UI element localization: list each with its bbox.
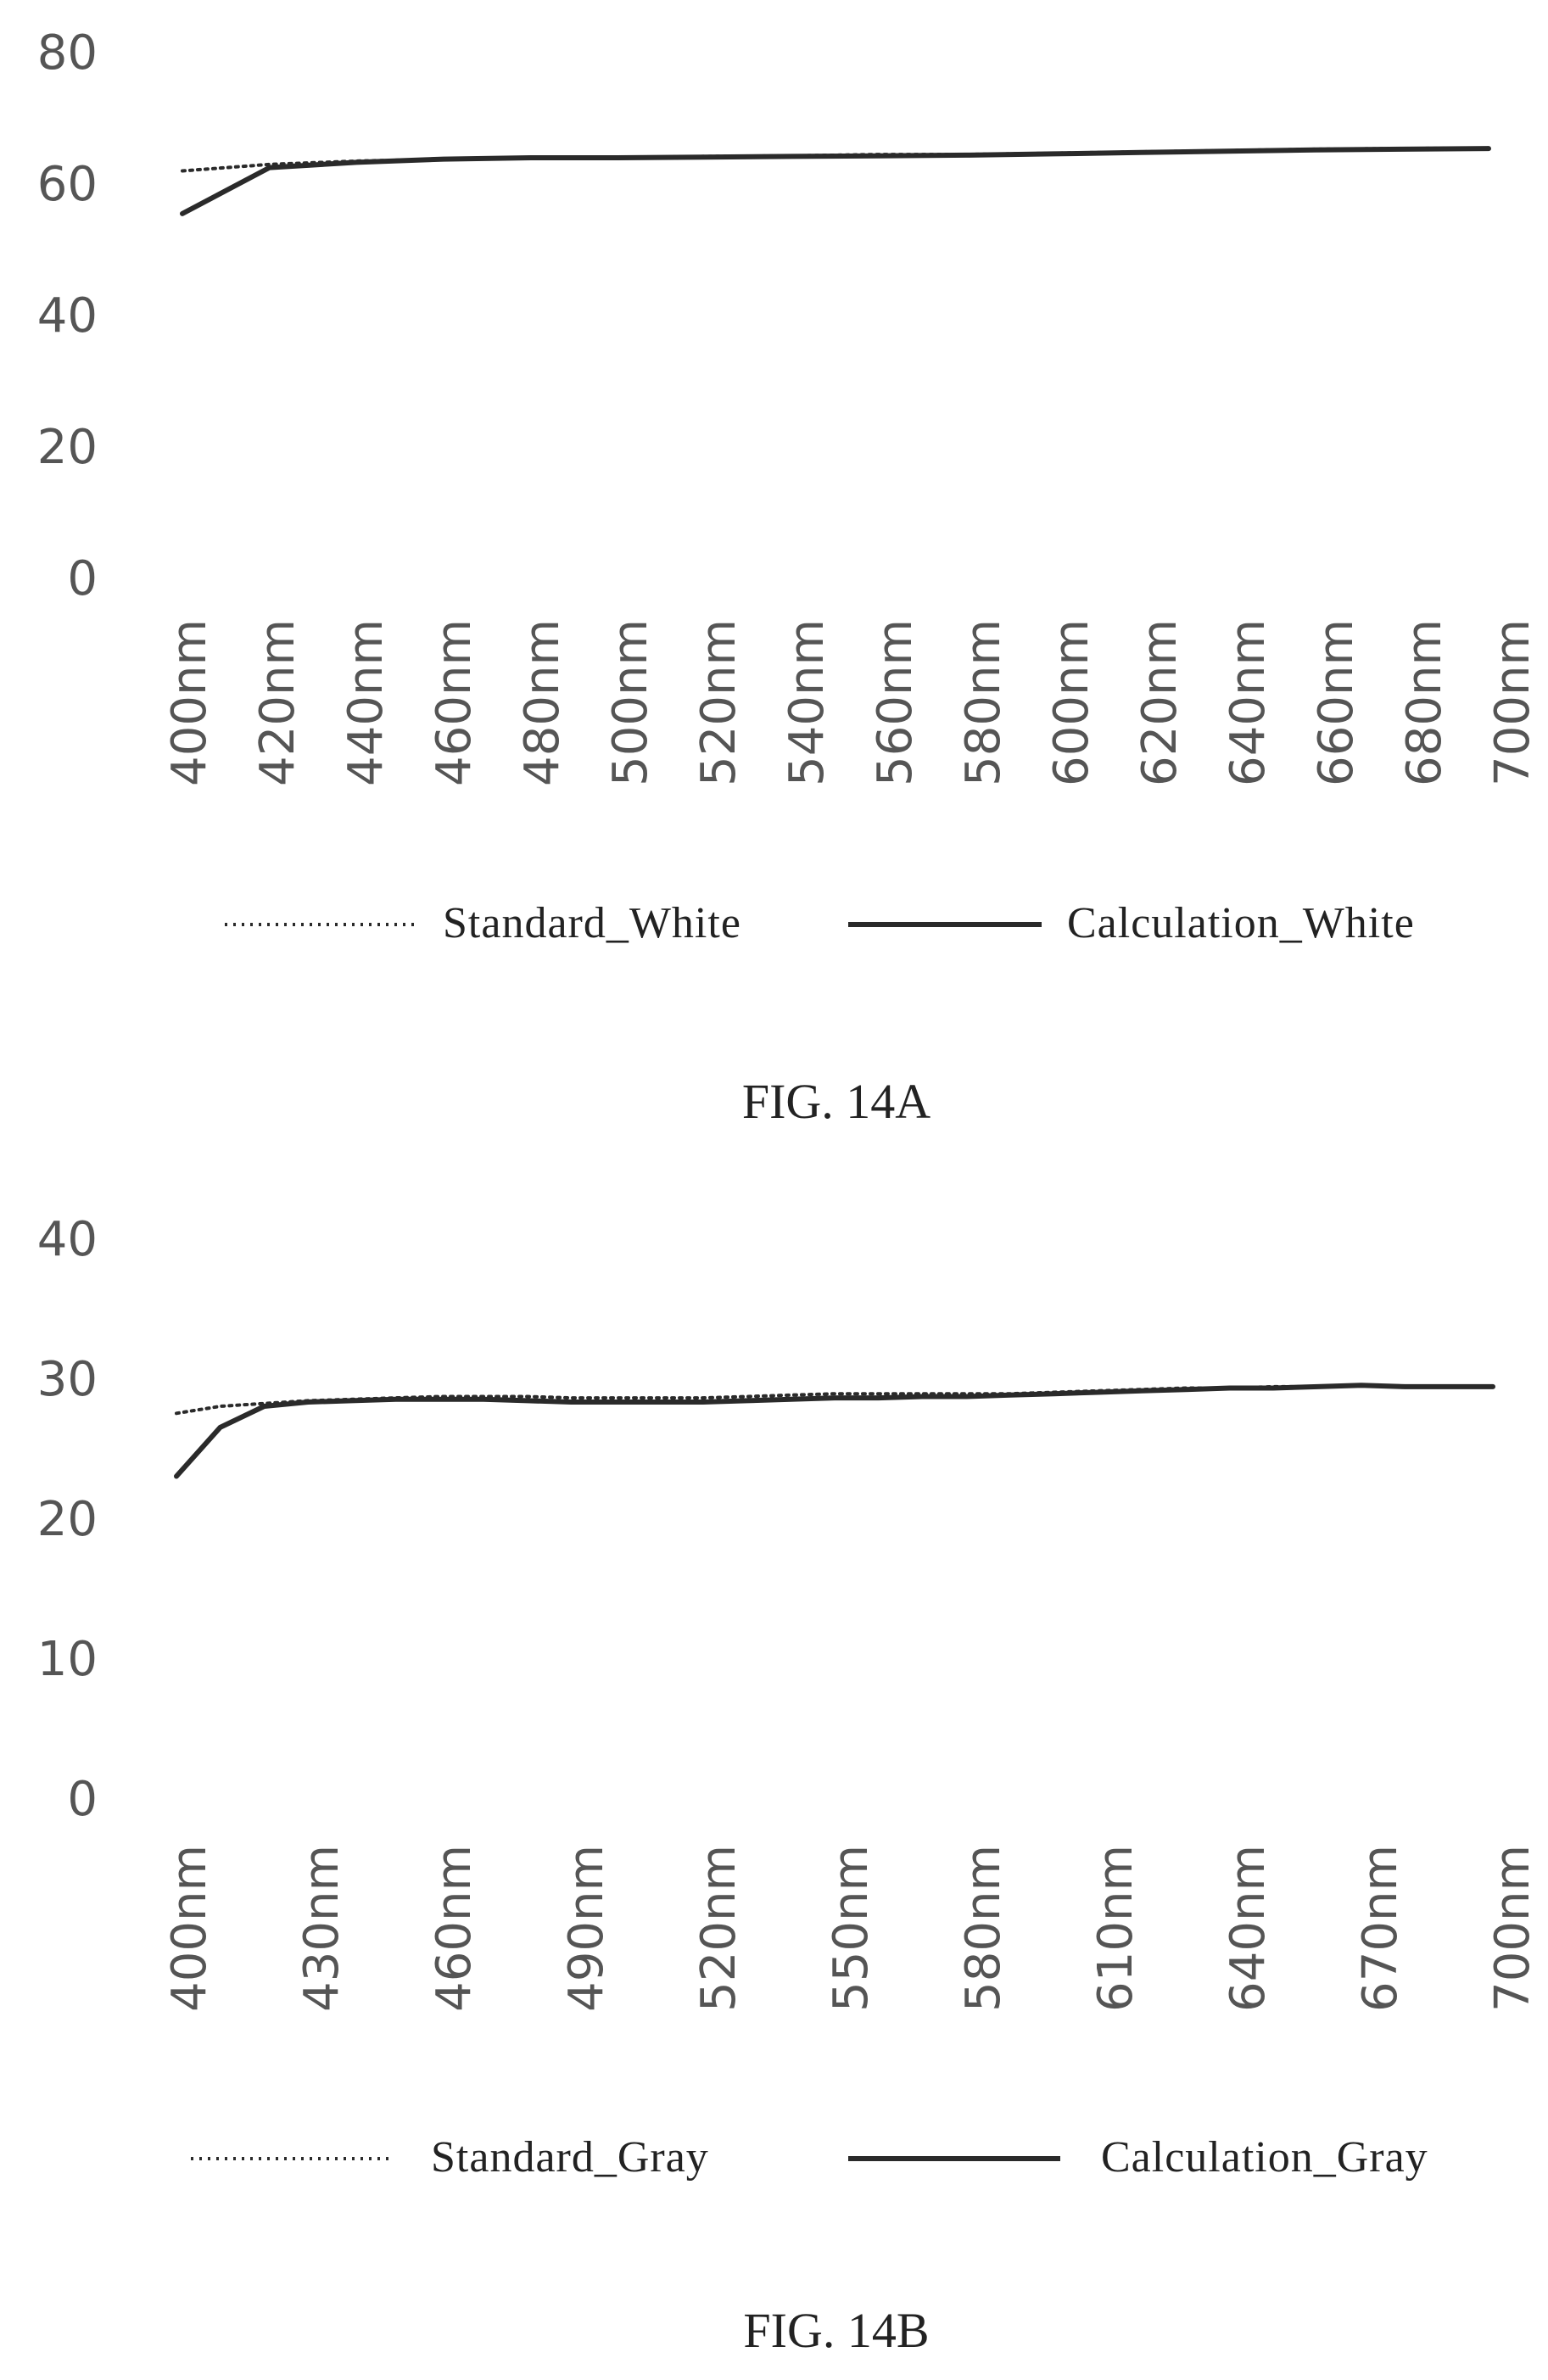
legend-label-calculation-gray: Calculation_Gray [1101,2133,1428,2182]
x-tick-label: 670nm [1353,1845,1408,2012]
y-tick-label: 20 [37,1492,98,1547]
x-tick-label: 610nm [1088,1845,1143,2012]
x-tick-label: 640nm [1221,1845,1276,2012]
x-tick-label: 400nm [162,619,217,786]
x-tick-label: 560nm [868,619,923,786]
y-tick-label: 0 [67,1772,98,1827]
chart-14a-series [180,146,1491,216]
x-tick-label: 520nm [691,1845,746,2012]
legend-label-calculation-white: Calculation_White [1067,899,1415,947]
chart-14b-series [174,1383,1495,1479]
x-tick-label: 580nm [956,619,1011,786]
x-tick-label: 520nm [691,619,746,786]
x-tick-label: 500nm [603,619,658,786]
x-tick-label: 700nm [1485,1845,1540,2012]
y-tick-label: 40 [37,1212,98,1267]
y-tick-label: 10 [37,1632,98,1687]
legend-label-standard-gray: Standard_Gray [431,2133,709,2182]
y-tick-label: 30 [37,1352,98,1407]
chart-14a: 80 60 40 20 0 400nm 420nm 440nm 460nm 48… [37,25,1540,1129]
x-tick-label: 580nm [956,1845,1011,2012]
x-tick-label: 660nm [1309,619,1364,786]
figure-caption-14a: FIG. 14A [742,1074,930,1129]
x-tick-label: 460nm [427,1845,482,2012]
chart-14a-x-axis: 400nm 420nm 440nm 460nm 480nm 500nm 520n… [162,619,1540,786]
x-tick-label: 480nm [515,619,570,786]
x-tick-label: 600nm [1044,619,1099,786]
series-line-calculation-gray [174,1383,1495,1479]
x-tick-label: 460nm [427,619,482,786]
x-tick-label: 550nm [824,1845,879,2012]
x-tick-label: 490nm [559,1845,614,2012]
chart-14b: 40 30 20 10 0 400nm 430nm 460nm 490nm 52… [37,1212,1540,2358]
figure-caption-14b: FIG. 14B [743,2303,929,2358]
x-tick-label: 640nm [1221,619,1276,786]
x-tick-label: 620nm [1132,619,1188,786]
x-tick-label: 420nm [250,619,305,786]
y-tick-label: 0 [67,551,98,606]
y-tick-label: 40 [37,288,98,344]
series-line-calculation-white [180,146,1491,216]
y-tick-label: 60 [37,157,98,212]
chart-14a-y-axis: 80 60 40 20 0 [37,25,98,606]
chart-14a-legend: Standard_White Calculation_White [225,899,1415,947]
x-tick-label: 680nm [1397,619,1452,786]
legend-label-standard-white: Standard_White [443,899,741,947]
x-tick-label: 440nm [338,619,394,786]
x-tick-label: 400nm [162,1845,217,2012]
x-tick-label: 540nm [780,619,835,786]
chart-14b-y-axis: 40 30 20 10 0 [37,1212,98,1827]
y-tick-label: 20 [37,420,98,475]
y-tick-label: 80 [37,25,98,81]
chart-14b-x-axis: 400nm 430nm 460nm 490nm 520nm 550nm 580n… [162,1845,1540,2012]
x-tick-label: 430nm [294,1845,349,2012]
x-tick-label: 700nm [1485,619,1540,786]
chart-14b-legend: Standard_Gray Calculation_Gray [191,2133,1428,2182]
